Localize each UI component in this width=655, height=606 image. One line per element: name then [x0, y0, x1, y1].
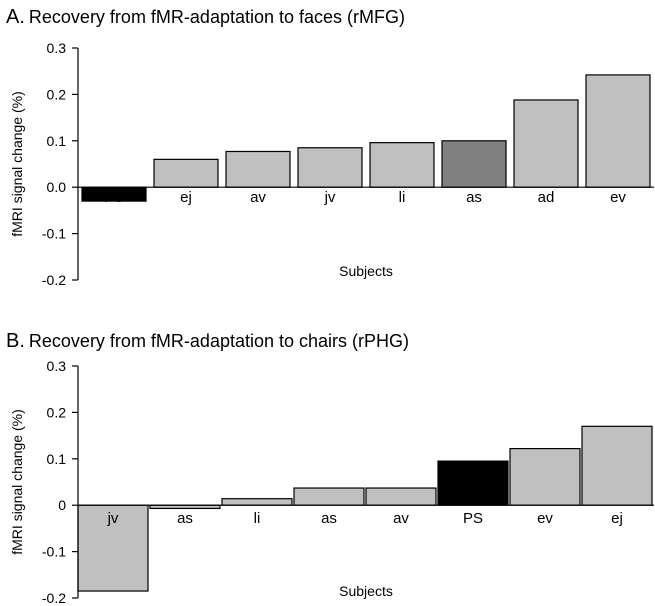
panel-a-title-text: Recovery from fMR-adaptation to faces (r… — [28, 7, 406, 27]
panel-b-x-axis-title: Subjects — [339, 583, 393, 599]
panel-b-bar-ev-6 — [509, 447, 581, 506]
panel-b-y-tick-label: 0.3 — [47, 358, 67, 374]
panel-b-y-tick-label: -0.2 — [42, 590, 66, 606]
panel-b-category-label: PS — [463, 510, 483, 527]
panel-a-bar-av-2 — [225, 150, 291, 188]
panel-a-category-label: li — [399, 189, 406, 206]
panel-b-bar-ps-5 — [437, 460, 509, 506]
panel-b-category-label: as — [177, 510, 193, 527]
panel-a-category-label: jv — [324, 189, 336, 206]
panel-a-bar-li-4 — [369, 142, 435, 188]
panel-b-bar-jv-0 — [77, 504, 149, 592]
panel-a-category-label: PS — [104, 189, 124, 206]
panel-a-bar-ad-6 — [513, 99, 579, 188]
panel-b-title-text: Recovery from fMR-adaptation to chairs (… — [28, 331, 410, 351]
panel-a-y-tick-label: 0.0 — [47, 179, 67, 195]
panel-b-title: B. Recovery from fMR-adaptation to chairs… — [6, 330, 409, 353]
panel-b-y-tick-label: -0.1 — [42, 544, 66, 560]
panel-b-category-label: as — [321, 510, 337, 527]
panel-a-y-tick-label: -0.1 — [42, 226, 66, 242]
panel-b-category-label: ej — [611, 510, 623, 527]
panel-b-y-axis-title: fMRI signal change (%) — [9, 409, 25, 555]
panel-b-bar-ej-7 — [581, 425, 653, 506]
panel-a-title: A. Recovery from fMR-adaptation to faces … — [6, 6, 405, 29]
panel-b-letter: B. — [6, 330, 25, 352]
panel-a-y-tick-label: -0.2 — [42, 272, 66, 288]
panel-a-y-axis-title: fMRI signal change (%) — [9, 91, 25, 237]
panel-a-category-label: av — [250, 189, 266, 206]
panel-a-category-label: ev — [610, 189, 626, 206]
panel-a-letter: A. — [6, 6, 25, 28]
panel-a-x-axis-title: Subjects — [339, 263, 393, 279]
panel-b-bar-li-2 — [221, 498, 293, 506]
panel-b-y-tick-label: 0.2 — [47, 404, 67, 420]
panel-b-y-tick-label: 0.1 — [47, 451, 67, 467]
panel-a-bar-jv-3 — [297, 147, 363, 188]
panel-b-bar-as-3 — [293, 487, 365, 506]
panel-a-category-label: ad — [538, 189, 555, 206]
panel-a-bar-as-5 — [441, 140, 507, 188]
panel-b-category-label: jv — [107, 510, 119, 527]
panel-a-bar-ej-1 — [153, 158, 219, 188]
panel-b-category-label: av — [393, 510, 409, 527]
panel-a-y-tick-label: 0.2 — [47, 86, 67, 102]
panel-a-y-tick-label: 0.3 — [47, 40, 67, 56]
panel-b-category-label: ev — [537, 510, 553, 527]
panel-a-bar-ev-7 — [585, 74, 651, 188]
panel-b-category-label: li — [254, 510, 261, 527]
panel-b-bar-av-4 — [365, 487, 437, 506]
panel-b-y-tick-label: 0 — [58, 497, 66, 513]
panel-a-category-label: ej — [180, 189, 192, 206]
panel-a-category-label: as — [466, 189, 482, 206]
panel-a-y-tick-label: 0.1 — [47, 133, 67, 149]
